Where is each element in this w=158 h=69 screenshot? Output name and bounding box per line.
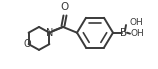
Text: OH: OH [130, 18, 144, 27]
Text: O: O [61, 2, 69, 12]
Text: OH: OH [131, 29, 145, 38]
Text: N: N [46, 28, 53, 38]
Text: O: O [24, 39, 31, 49]
Text: B: B [120, 28, 128, 38]
